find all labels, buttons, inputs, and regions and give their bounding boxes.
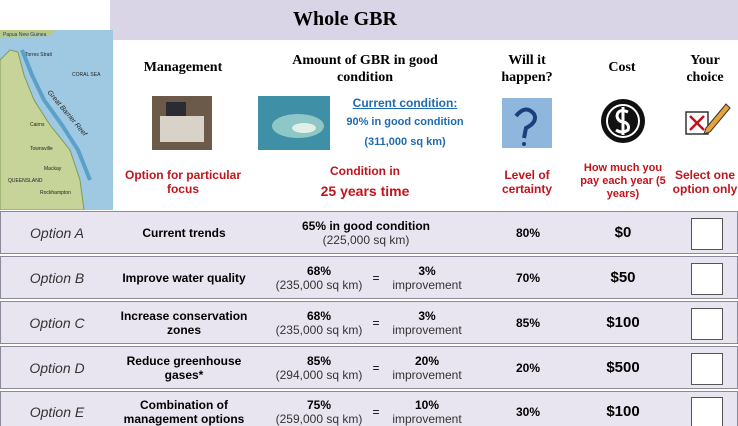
amount-area: (225,000 sq km) — [323, 233, 410, 247]
map-label: Mackay — [44, 166, 61, 172]
column-note: Select one option only — [668, 168, 738, 196]
title: Whole GBR — [110, 8, 580, 31]
map-label: Torres Strait — [25, 52, 52, 58]
choice-box[interactable] — [691, 308, 723, 340]
improvement: 10%improvement — [381, 394, 473, 426]
improvement-label: improvement — [392, 278, 461, 292]
current-value: 90% in good condition — [335, 116, 475, 128]
current-area: (311,000 sq km) — [335, 136, 475, 148]
cost: $50 — [583, 257, 663, 298]
management: Reduce greenhouse gases* — [119, 347, 249, 388]
map-label: Rockhampton — [40, 190, 71, 196]
amount-area: (235,000 sq km) — [276, 323, 363, 337]
amount-value: 68% — [307, 264, 331, 278]
improvement: 3%improvement — [381, 259, 473, 296]
certainty-icon — [502, 98, 552, 148]
column-title: Cost — [582, 60, 662, 76]
management: Improve water quality — [119, 257, 249, 298]
improvement-label: improvement — [392, 323, 461, 337]
improvement: 3%improvement — [381, 304, 473, 341]
amount: 68%(235,000 sq km) — [267, 259, 371, 296]
amount-value: 68% — [307, 309, 331, 323]
cost: $500 — [583, 347, 663, 388]
improvement-value: 3% — [418, 309, 435, 323]
management: Increase conservation zones — [119, 302, 249, 343]
choice-box[interactable] — [691, 353, 723, 385]
column-title: Amount of GBR in good condition — [265, 52, 465, 86]
amount: 65% in good condition(225,000 sq km) — [261, 214, 471, 251]
map-label: CORAL SEA — [72, 72, 100, 78]
column-title: Will it happen? — [490, 52, 564, 86]
improvement: 20%improvement — [381, 349, 473, 386]
column-note: Option for particular focus — [118, 168, 248, 196]
cost-icon — [598, 96, 648, 146]
amount-area: (235,000 sq km) — [276, 278, 363, 292]
amount-area: (259,000 sq km) — [276, 412, 363, 426]
certainty: 30% — [491, 392, 565, 426]
amount: 85%(294,000 sq km) — [267, 349, 371, 386]
map-label: Papua New Guinea — [3, 32, 46, 38]
option-label: Option B — [1, 257, 113, 298]
improvement-label: improvement — [392, 368, 461, 382]
amount-value: 65% in good condition — [302, 219, 430, 233]
choice-box[interactable] — [691, 263, 723, 295]
management: Combination of management options — [119, 392, 249, 426]
cost: $100 — [583, 392, 663, 426]
cost: $100 — [583, 302, 663, 343]
current-label: Current condition: — [335, 96, 475, 110]
management-photo — [152, 96, 212, 150]
column-note: Condition in — [290, 164, 440, 178]
column-title: Your choice — [670, 52, 738, 86]
option-label: Option E — [1, 392, 113, 426]
column-note: 25 years time — [290, 183, 440, 199]
improvement-value: 10% — [415, 398, 439, 412]
certainty: 85% — [491, 302, 565, 343]
amount: 68%(235,000 sq km) — [267, 304, 371, 341]
map-label: Townsville — [30, 146, 53, 152]
amount-value: 85% — [307, 354, 331, 368]
amount: 75%(259,000 sq km) — [267, 394, 371, 426]
certainty: 70% — [491, 257, 565, 298]
cost: $0 — [583, 212, 663, 253]
amount-area: (294,000 sq km) — [276, 368, 363, 382]
page: Whole GBR Papua New Guinea Torres Strait… — [0, 0, 738, 426]
certainty: 20% — [491, 347, 565, 388]
improvement-label: improvement — [392, 412, 461, 426]
improvement-value: 20% — [415, 354, 439, 368]
map-label: Cairns — [30, 122, 44, 128]
improvement-value: 3% — [418, 264, 435, 278]
map-label: QUEENSLAND — [8, 178, 42, 184]
choice-box[interactable] — [691, 397, 723, 426]
choice-box[interactable] — [691, 218, 723, 250]
certainty: 80% — [491, 212, 565, 253]
amount-value: 75% — [307, 398, 331, 412]
option-label: Option D — [1, 347, 113, 388]
option-label: Option C — [1, 302, 113, 343]
column-note: Level of certainty — [490, 168, 564, 196]
reef-photo — [258, 96, 330, 150]
management: Current trends — [119, 212, 249, 253]
choice-icon — [682, 96, 732, 140]
column-note: How much you pay each year (5 years) — [578, 162, 668, 201]
column-title: Management — [120, 60, 246, 76]
option-label: Option A — [1, 212, 113, 253]
